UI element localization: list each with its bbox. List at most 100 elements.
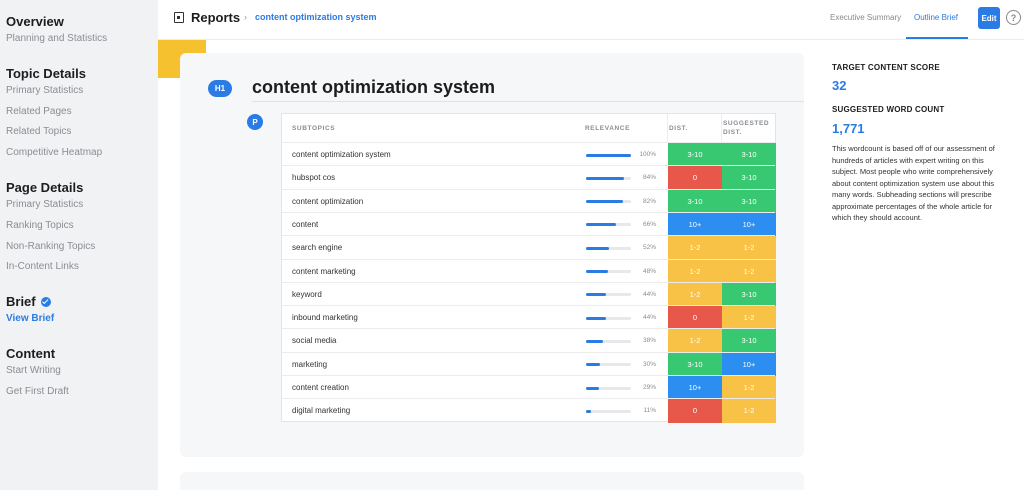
table-row[interactable]: keyword 44% 1-2 3-10: [282, 281, 776, 307]
sidebar-section-title: Content: [0, 346, 158, 361]
sidebar-item[interactable]: Ranking Topics: [6, 219, 74, 231]
sidebar-section-label: Page Details: [6, 179, 84, 195]
table-row[interactable]: marketing 30% 3-10 10+: [282, 351, 776, 376]
sidebar-section-title: Brief: [0, 294, 158, 309]
table-row[interactable]: social media 38% 1-2 3-10: [282, 328, 776, 353]
active-tab-indicator: [906, 37, 968, 39]
p-badge: P: [247, 114, 263, 130]
table-row[interactable]: content marketing 48% 1-2 1-2: [282, 258, 776, 283]
subtopic-name: content creation: [292, 383, 349, 392]
breadcrumb-separator: ›: [244, 12, 247, 22]
subtopics-table: SUBTOPICS RELEVANCE DIST. SUGGESTED DIST…: [281, 113, 776, 423]
sidebar: Overview Planning and Statistics Topic Det…: [0, 0, 158, 490]
relevance-percent: 11%: [643, 407, 656, 415]
suggested-dist-cell: 1-2: [722, 306, 776, 330]
relevance-bar: [586, 363, 631, 367]
sidebar-section-title: Topic Details: [0, 66, 158, 81]
relevance-bar-fill: [586, 316, 606, 320]
table-row[interactable]: digital marketing 11% 0 1-2: [282, 398, 776, 423]
subtopic-name: content: [292, 219, 319, 229]
dist-cell: 0: [668, 166, 722, 190]
relevance-bar: [586, 270, 631, 273]
h1-badge: H1: [208, 80, 232, 97]
target-score-value: 32: [832, 78, 847, 93]
suggested-dist-cell: 1-2: [722, 259, 776, 283]
relevance-bar-fill: [586, 409, 591, 413]
sidebar-item[interactable]: View Brief: [6, 313, 55, 325]
tab-executive-summary[interactable]: Executive Summary: [830, 13, 902, 22]
breadcrumb-current[interactable]: content optimization system: [255, 12, 377, 22]
header-suggested-dist: SUGGESTED DIST.: [723, 120, 770, 136]
relevance-percent: 48%: [642, 267, 656, 275]
sidebar-item[interactable]: In-Content Links: [6, 261, 79, 273]
table-row[interactable]: search engine 52% 1-2 1-2: [282, 235, 776, 260]
relevance-percent: 82%: [642, 197, 656, 205]
relevance-percent: 66%: [642, 220, 656, 228]
sidebar-section-title: Overview: [0, 14, 158, 29]
reports-title[interactable]: Reports: [191, 10, 241, 25]
page-title[interactable]: content optimization system: [252, 77, 496, 97]
word-count-description: This wordcount is based off of our asses…: [832, 144, 995, 222]
sidebar-item[interactable]: Competitive Heatmap: [6, 147, 103, 159]
sidebar-gap: [0, 50, 158, 60]
topbar: Reports › content optimization system Ex…: [158, 0, 1024, 40]
subtopic-name: social media: [292, 336, 337, 346]
table-row[interactable]: inbound marketing 44% 0 1-2: [282, 305, 776, 330]
table-row[interactable]: hubspot cos 84% 0 3-10: [282, 165, 776, 190]
sidebar-item[interactable]: Related Pages: [6, 105, 72, 117]
tab-outline-brief[interactable]: Outline Brief: [914, 13, 959, 22]
dist-cell: 1-2: [668, 236, 722, 260]
relevance-percent: 38%: [642, 337, 656, 345]
suggested-dist-cell: 3-10: [722, 166, 776, 190]
subtopic-name: content optimization: [292, 196, 364, 206]
help-icon[interactable]: ?: [1006, 10, 1021, 25]
sidebar-item[interactable]: Planning and Statistics: [6, 33, 108, 44]
suggested-dist-cell: 1-2: [722, 236, 776, 260]
dist-cell: 10+: [668, 376, 722, 400]
header-divider: [667, 114, 668, 142]
suggested-dist-cell: 3-10: [722, 329, 776, 353]
sidebar-section-label: Overview: [6, 14, 64, 29]
sidebar-item[interactable]: Get First Draft: [6, 385, 69, 397]
relevance-bar-fill: [586, 363, 600, 367]
header-subtopics: SUBTOPICS: [292, 124, 336, 132]
sidebar-item[interactable]: Non-Ranking Topics: [6, 240, 96, 252]
header-dist: DIST.: [669, 124, 688, 132]
relevance-bar-fill: [586, 270, 608, 273]
relevance-bar: [586, 293, 631, 297]
relevance-bar-fill: [586, 246, 610, 250]
sidebar-item[interactable]: Related Topics: [6, 126, 72, 138]
subtopic-name: digital marketing: [292, 406, 351, 416]
suggested-dist-cell: 1-2: [722, 399, 776, 423]
sidebar-gap: [0, 330, 158, 340]
suggested-dist-cell: 3-10: [722, 189, 776, 213]
relevance-percent: 44%: [642, 314, 656, 322]
relevance-bar: [586, 176, 631, 180]
relevance-bar: [586, 223, 631, 227]
relevance-bar-fill: [586, 339, 604, 343]
table-row[interactable]: content optimization system 100% 3-10 3-10: [282, 142, 776, 167]
relevance-percent: 84%: [642, 174, 656, 182]
sidebar-item[interactable]: Primary Statistics: [6, 84, 84, 96]
relevance-bar-fill: [586, 200, 623, 204]
table-row[interactable]: content creation 29% 10+ 1-2: [282, 375, 776, 400]
suggested-dist-cell: 1-2: [722, 376, 776, 400]
word-count-value: 1,771: [832, 121, 865, 136]
sidebar-section-label: Content: [6, 345, 56, 361]
next-section-card: [180, 472, 804, 490]
subtopic-name: search engine: [292, 243, 343, 253]
suggested-dist-cell: 10+: [722, 352, 776, 376]
relevance-percent: 44%: [642, 290, 656, 298]
suggested-dist-cell: 10+: [722, 212, 776, 237]
subtopic-name: inbound marketing: [292, 313, 358, 323]
relevance-bar: [586, 200, 631, 204]
table-row[interactable]: content 66% 10+ 10+: [282, 211, 776, 237]
edit-button[interactable]: Edit: [978, 7, 1000, 29]
dist-cell: 10+: [668, 212, 722, 237]
relevance-bar: [586, 339, 631, 343]
relevance-bar: [586, 153, 631, 157]
sidebar-item[interactable]: Start Writing: [6, 364, 61, 376]
sidebar-item[interactable]: Primary Statistics: [6, 198, 84, 210]
table-row[interactable]: content optimization 82% 3-10 3-10: [282, 188, 776, 213]
subtopic-name: hubspot cos: [292, 173, 336, 183]
